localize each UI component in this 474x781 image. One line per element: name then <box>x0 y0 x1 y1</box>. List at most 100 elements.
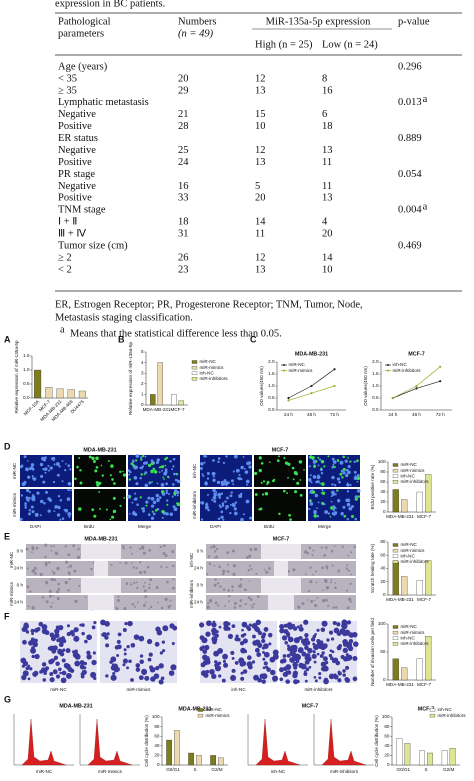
cell: 28 <box>178 121 189 132</box>
cell-dot <box>127 469 131 472</box>
cell-dot <box>282 489 286 493</box>
cell-dot <box>249 516 253 520</box>
cell-dot <box>207 508 210 512</box>
cell-dot <box>279 623 285 630</box>
cell-dot <box>119 504 122 507</box>
legend-swatch <box>392 560 399 564</box>
cell-dot <box>336 631 342 636</box>
x-tick-label: S <box>424 767 427 772</box>
scratch-gap <box>274 561 288 576</box>
cell-dot <box>223 662 229 668</box>
cell-dot <box>169 599 172 602</box>
cell-dot <box>244 602 247 606</box>
legend-swatch <box>392 480 399 484</box>
cell-dot <box>330 495 333 498</box>
y-tick-label: 20 <box>384 753 390 758</box>
cell-dot <box>146 565 150 569</box>
cell-dot <box>230 491 233 494</box>
cell-dot <box>176 494 179 497</box>
cell-dot <box>318 672 322 676</box>
cell-dot <box>91 659 97 666</box>
cell-dot <box>213 550 217 553</box>
cell-dot <box>172 505 176 509</box>
cell-dot <box>321 620 328 627</box>
cell-dot <box>323 678 329 685</box>
legend-label: miR-inhibitors <box>200 376 229 381</box>
cell-dot <box>241 621 248 628</box>
cell-dot <box>99 508 101 510</box>
image-label: miR-NC <box>50 687 67 692</box>
cell-dot <box>309 499 312 503</box>
bar <box>392 561 399 596</box>
cell-dot <box>124 621 128 626</box>
cell-dot <box>152 512 156 516</box>
cell-dot <box>297 647 304 654</box>
chart-title: MDA-MB-231 <box>295 351 328 357</box>
footnote-mark: a <box>60 324 65 335</box>
cell: 15 <box>255 109 266 120</box>
cell-dot <box>135 459 138 462</box>
cell-dot <box>317 464 320 467</box>
cell-dot <box>311 553 314 556</box>
legend-label: miR-NC <box>401 462 418 467</box>
cell-dot <box>50 658 55 663</box>
cell-dot <box>345 498 349 502</box>
cell-dot <box>231 585 234 589</box>
cell-dot <box>238 657 245 664</box>
cell-dot <box>206 493 209 496</box>
panel-letter: B <box>118 334 125 344</box>
cell-dot <box>314 679 318 683</box>
cell-dot <box>347 569 351 572</box>
cell-dot <box>250 568 253 571</box>
cell-dot <box>308 465 311 468</box>
cell-dot <box>138 561 142 564</box>
cell-dot <box>229 511 232 515</box>
cell-dot <box>238 604 242 608</box>
x-tick-label: 24 h <box>388 412 397 417</box>
cell-dot <box>67 488 70 492</box>
cell-dot <box>321 651 325 655</box>
y-tick-label: 100 <box>378 621 386 626</box>
cell-dot <box>50 545 52 548</box>
cell-dot <box>91 625 96 630</box>
row-label: ≥ 35 <box>58 85 77 96</box>
cell-dot <box>143 589 147 593</box>
cell-dot <box>238 584 242 588</box>
cell-dot <box>39 572 43 577</box>
cell-dot <box>305 573 307 576</box>
cell-dot <box>200 518 204 521</box>
legend-swatch <box>191 377 198 381</box>
cell-dot <box>313 675 317 679</box>
y-tick-label: 0.5 <box>268 395 275 400</box>
cell-dot <box>221 504 225 507</box>
cell: 13 <box>255 85 266 96</box>
bar <box>425 636 432 681</box>
cell-dot <box>212 544 216 549</box>
cell-dot <box>244 588 247 592</box>
cell-dot <box>341 630 348 637</box>
cell-dot <box>245 479 250 484</box>
p-value: 0.469 <box>398 241 422 252</box>
cell-dot <box>232 483 235 486</box>
histogram-peak <box>255 718 301 766</box>
cell-dot <box>323 554 327 557</box>
cell-dot <box>330 637 335 641</box>
cell-dot <box>226 506 229 509</box>
cell-dot <box>173 472 176 476</box>
cell: 12 <box>255 145 266 156</box>
cell-dot <box>308 479 312 483</box>
cell-dot <box>169 623 175 629</box>
cell-dot <box>67 464 71 468</box>
cell-dot <box>171 586 175 590</box>
cell-dot <box>53 578 57 582</box>
cell-dot <box>143 604 146 607</box>
cell-dot <box>101 474 104 477</box>
column-header: (n = 49) <box>178 28 214 39</box>
cell-dot <box>204 644 210 651</box>
cell-dot <box>229 494 233 498</box>
row-label: miR-inhibitors <box>192 490 197 519</box>
cell-dot <box>61 658 66 663</box>
cell-dot <box>41 624 48 630</box>
legend-label: miR-inhibitors <box>401 641 430 646</box>
cell-dot <box>316 638 321 644</box>
